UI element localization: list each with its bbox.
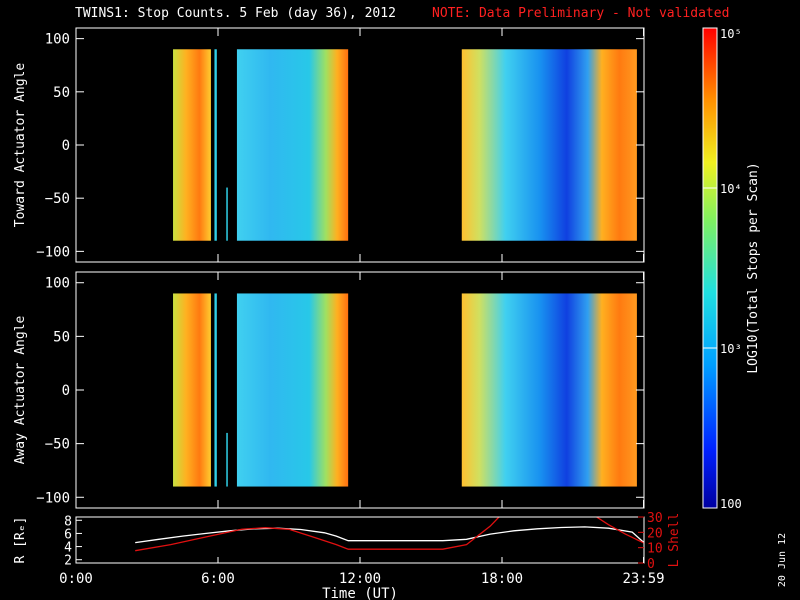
orbit-left-tick-label-0: 2 bbox=[64, 554, 72, 569]
away-block-4 bbox=[461, 293, 637, 487]
toward-ylabel: Toward Actuator Angle bbox=[13, 63, 28, 228]
colorbar-tick-label-1: 10³ bbox=[720, 342, 742, 356]
orbit-right-tick-label-0: 0 bbox=[647, 557, 655, 572]
r-trace bbox=[135, 526, 644, 544]
orbit-frame bbox=[75, 516, 645, 564]
away-block-2 bbox=[226, 432, 228, 487]
preliminary-note: NOTE: Data Preliminary - Not validated bbox=[432, 6, 730, 21]
away-ytick-label-1: 50 bbox=[53, 329, 70, 345]
toward-ytick-label-2: 0 bbox=[62, 138, 70, 154]
toward-block-1 bbox=[214, 49, 217, 241]
colorbar-tick-label-3: 10⁵ bbox=[720, 27, 742, 41]
toward-ytick-label-0: 100 bbox=[45, 32, 70, 48]
away-ytick-label-4: −100 bbox=[36, 490, 70, 506]
away-block-3 bbox=[236, 293, 349, 487]
r-axis-label: R [Rₑ] bbox=[13, 517, 28, 564]
toward-block-0 bbox=[173, 49, 211, 241]
lshell-axis-label: L Shell bbox=[667, 513, 682, 568]
away-block-1 bbox=[214, 293, 217, 487]
toward-ytick-label-3: −50 bbox=[45, 191, 70, 207]
orbit-xtick-label-1: 6:00 bbox=[201, 571, 235, 587]
away-ytick-label-0: 100 bbox=[45, 276, 70, 292]
away-ytick-label-2: 0 bbox=[62, 383, 70, 399]
colorbar-tick-label-0: 100 bbox=[720, 497, 742, 511]
toward-ytick-label-1: 50 bbox=[53, 85, 70, 101]
toward-ytick-label-4: −100 bbox=[36, 244, 70, 260]
title-row: TWINS1: Stop Counts. 5 Feb (day 36), 201… bbox=[0, 6, 800, 26]
lshell-trace bbox=[135, 517, 644, 552]
away-ylabel: Away Actuator Angle bbox=[13, 315, 28, 464]
colorbar-tick-label-2: 10⁴ bbox=[720, 182, 742, 196]
date-stamp: 20 Jun 12 bbox=[777, 533, 788, 587]
away-block-0 bbox=[173, 293, 211, 487]
orbit-xtick-label-4: 23:59 bbox=[622, 571, 664, 587]
colorbar-label: LOG10(Total Stops per Scan) bbox=[746, 162, 761, 373]
orbit-right-tick-label-2: 20 bbox=[647, 526, 663, 541]
orbit-xtick-label-0: 0:00 bbox=[59, 571, 93, 587]
orbit-right-tick-label-3: 30 bbox=[647, 511, 663, 526]
orbit-xtick-label-3: 18:00 bbox=[481, 571, 523, 587]
orbit-left-tick-label-2: 6 bbox=[64, 527, 72, 542]
orbit-right-tick-label-1: 10 bbox=[647, 542, 663, 557]
toward-block-2 bbox=[226, 187, 228, 241]
x-axis-label: Time (UT) bbox=[322, 586, 398, 600]
away-ytick-label-3: −50 bbox=[45, 437, 70, 453]
toward-block-4 bbox=[461, 49, 637, 241]
toward-block-3 bbox=[236, 49, 349, 241]
orbit-left-tick-label-1: 4 bbox=[64, 541, 72, 556]
chart-title: TWINS1: Stop Counts. 5 Feb (day 36), 201… bbox=[75, 6, 396, 21]
orbit-left-tick-label-3: 8 bbox=[64, 514, 72, 529]
orbit-xtick-label-2: 12:00 bbox=[339, 571, 381, 587]
colorbar-gradient bbox=[702, 27, 718, 509]
